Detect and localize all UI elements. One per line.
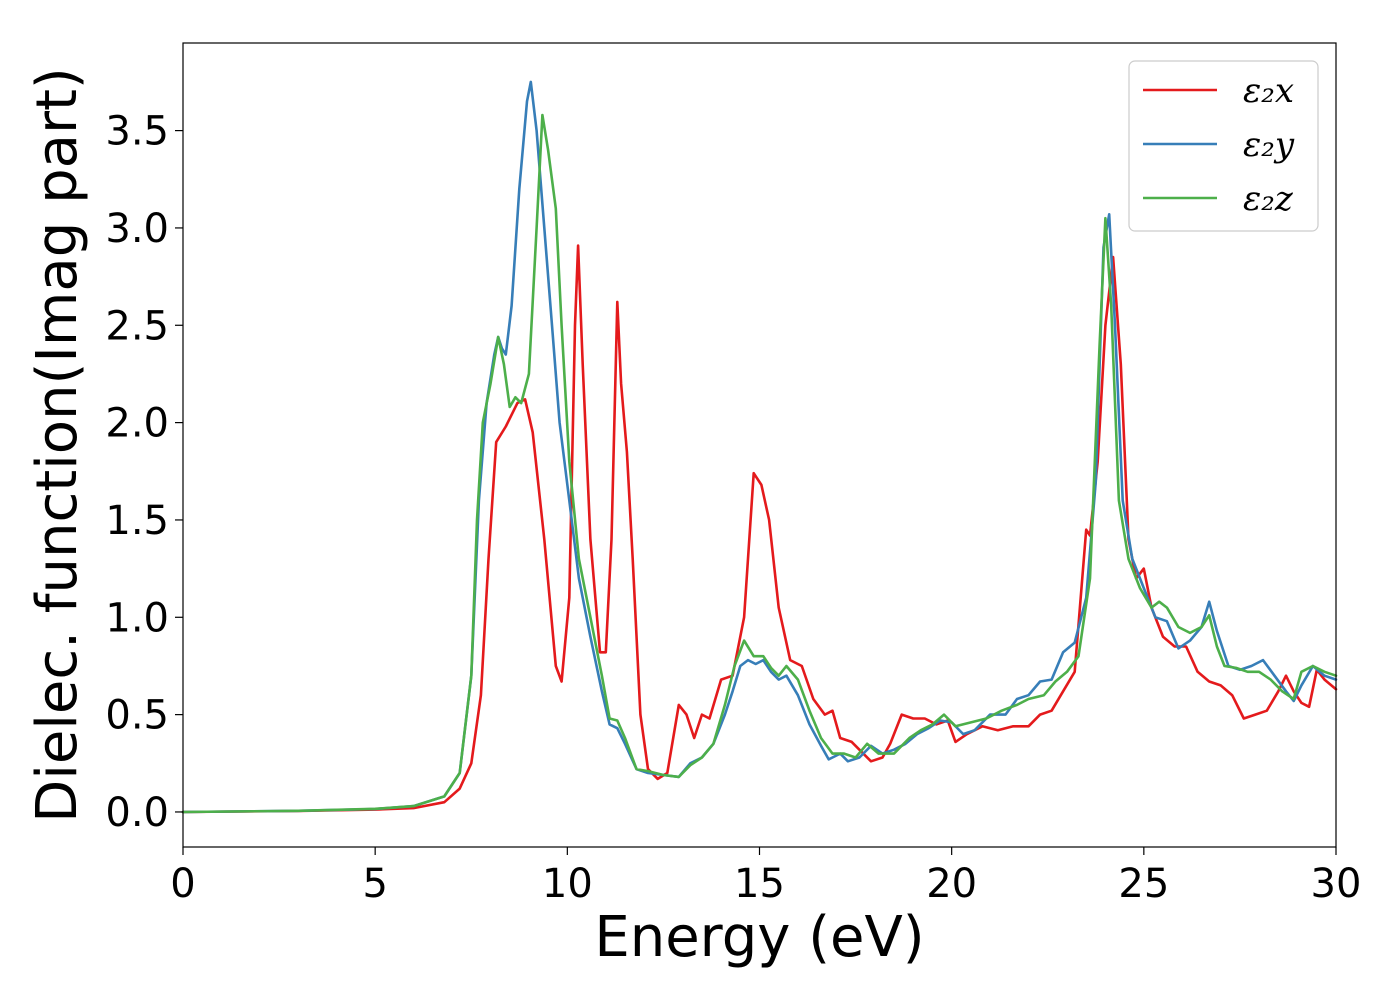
y-tick-label: 1.0 [105, 595, 169, 641]
x-tick-label: 25 [1118, 861, 1169, 907]
legend: ε₂x ε₂y ε₂z [1128, 60, 1319, 232]
y-tick-label: 3.5 [105, 109, 169, 155]
legend-box [1128, 60, 1319, 232]
x-tick-label: 10 [542, 861, 593, 907]
y-axis-ticks: 0.0 0.5 1.0 1.5 2.0 2.5 3.0 3.5 [105, 109, 183, 836]
x-tick-label: 0 [170, 861, 195, 907]
y-tick-label: 2.0 [105, 401, 169, 447]
x-tick-label: 20 [926, 861, 977, 907]
y-tick-label: 2.5 [105, 303, 169, 349]
legend-label-x: ε₂x [1243, 71, 1294, 111]
legend-label-z: ε₂z [1243, 179, 1294, 219]
series-line-y [181, 80, 1338, 814]
x-axis-title: Energy (eV) [594, 905, 924, 970]
legend-label-y: ε₂y [1243, 125, 1295, 165]
y-tick-label: 3.0 [105, 206, 169, 252]
x-tick-label: 15 [734, 861, 785, 907]
series-layer [181, 80, 1338, 814]
y-tick-label: 1.5 [105, 498, 169, 544]
x-tick-label: 5 [362, 861, 387, 907]
series-line-z [181, 113, 1338, 814]
y-axis-title: Dielec. function(Imag part) [25, 67, 90, 823]
y-tick-label: 0.0 [105, 790, 169, 836]
x-axis-ticks: 0 5 10 15 20 25 30 [170, 847, 1361, 907]
x-tick-label: 30 [1311, 861, 1362, 907]
series-line-x [181, 244, 1338, 814]
y-tick-label: 0.5 [105, 693, 169, 739]
